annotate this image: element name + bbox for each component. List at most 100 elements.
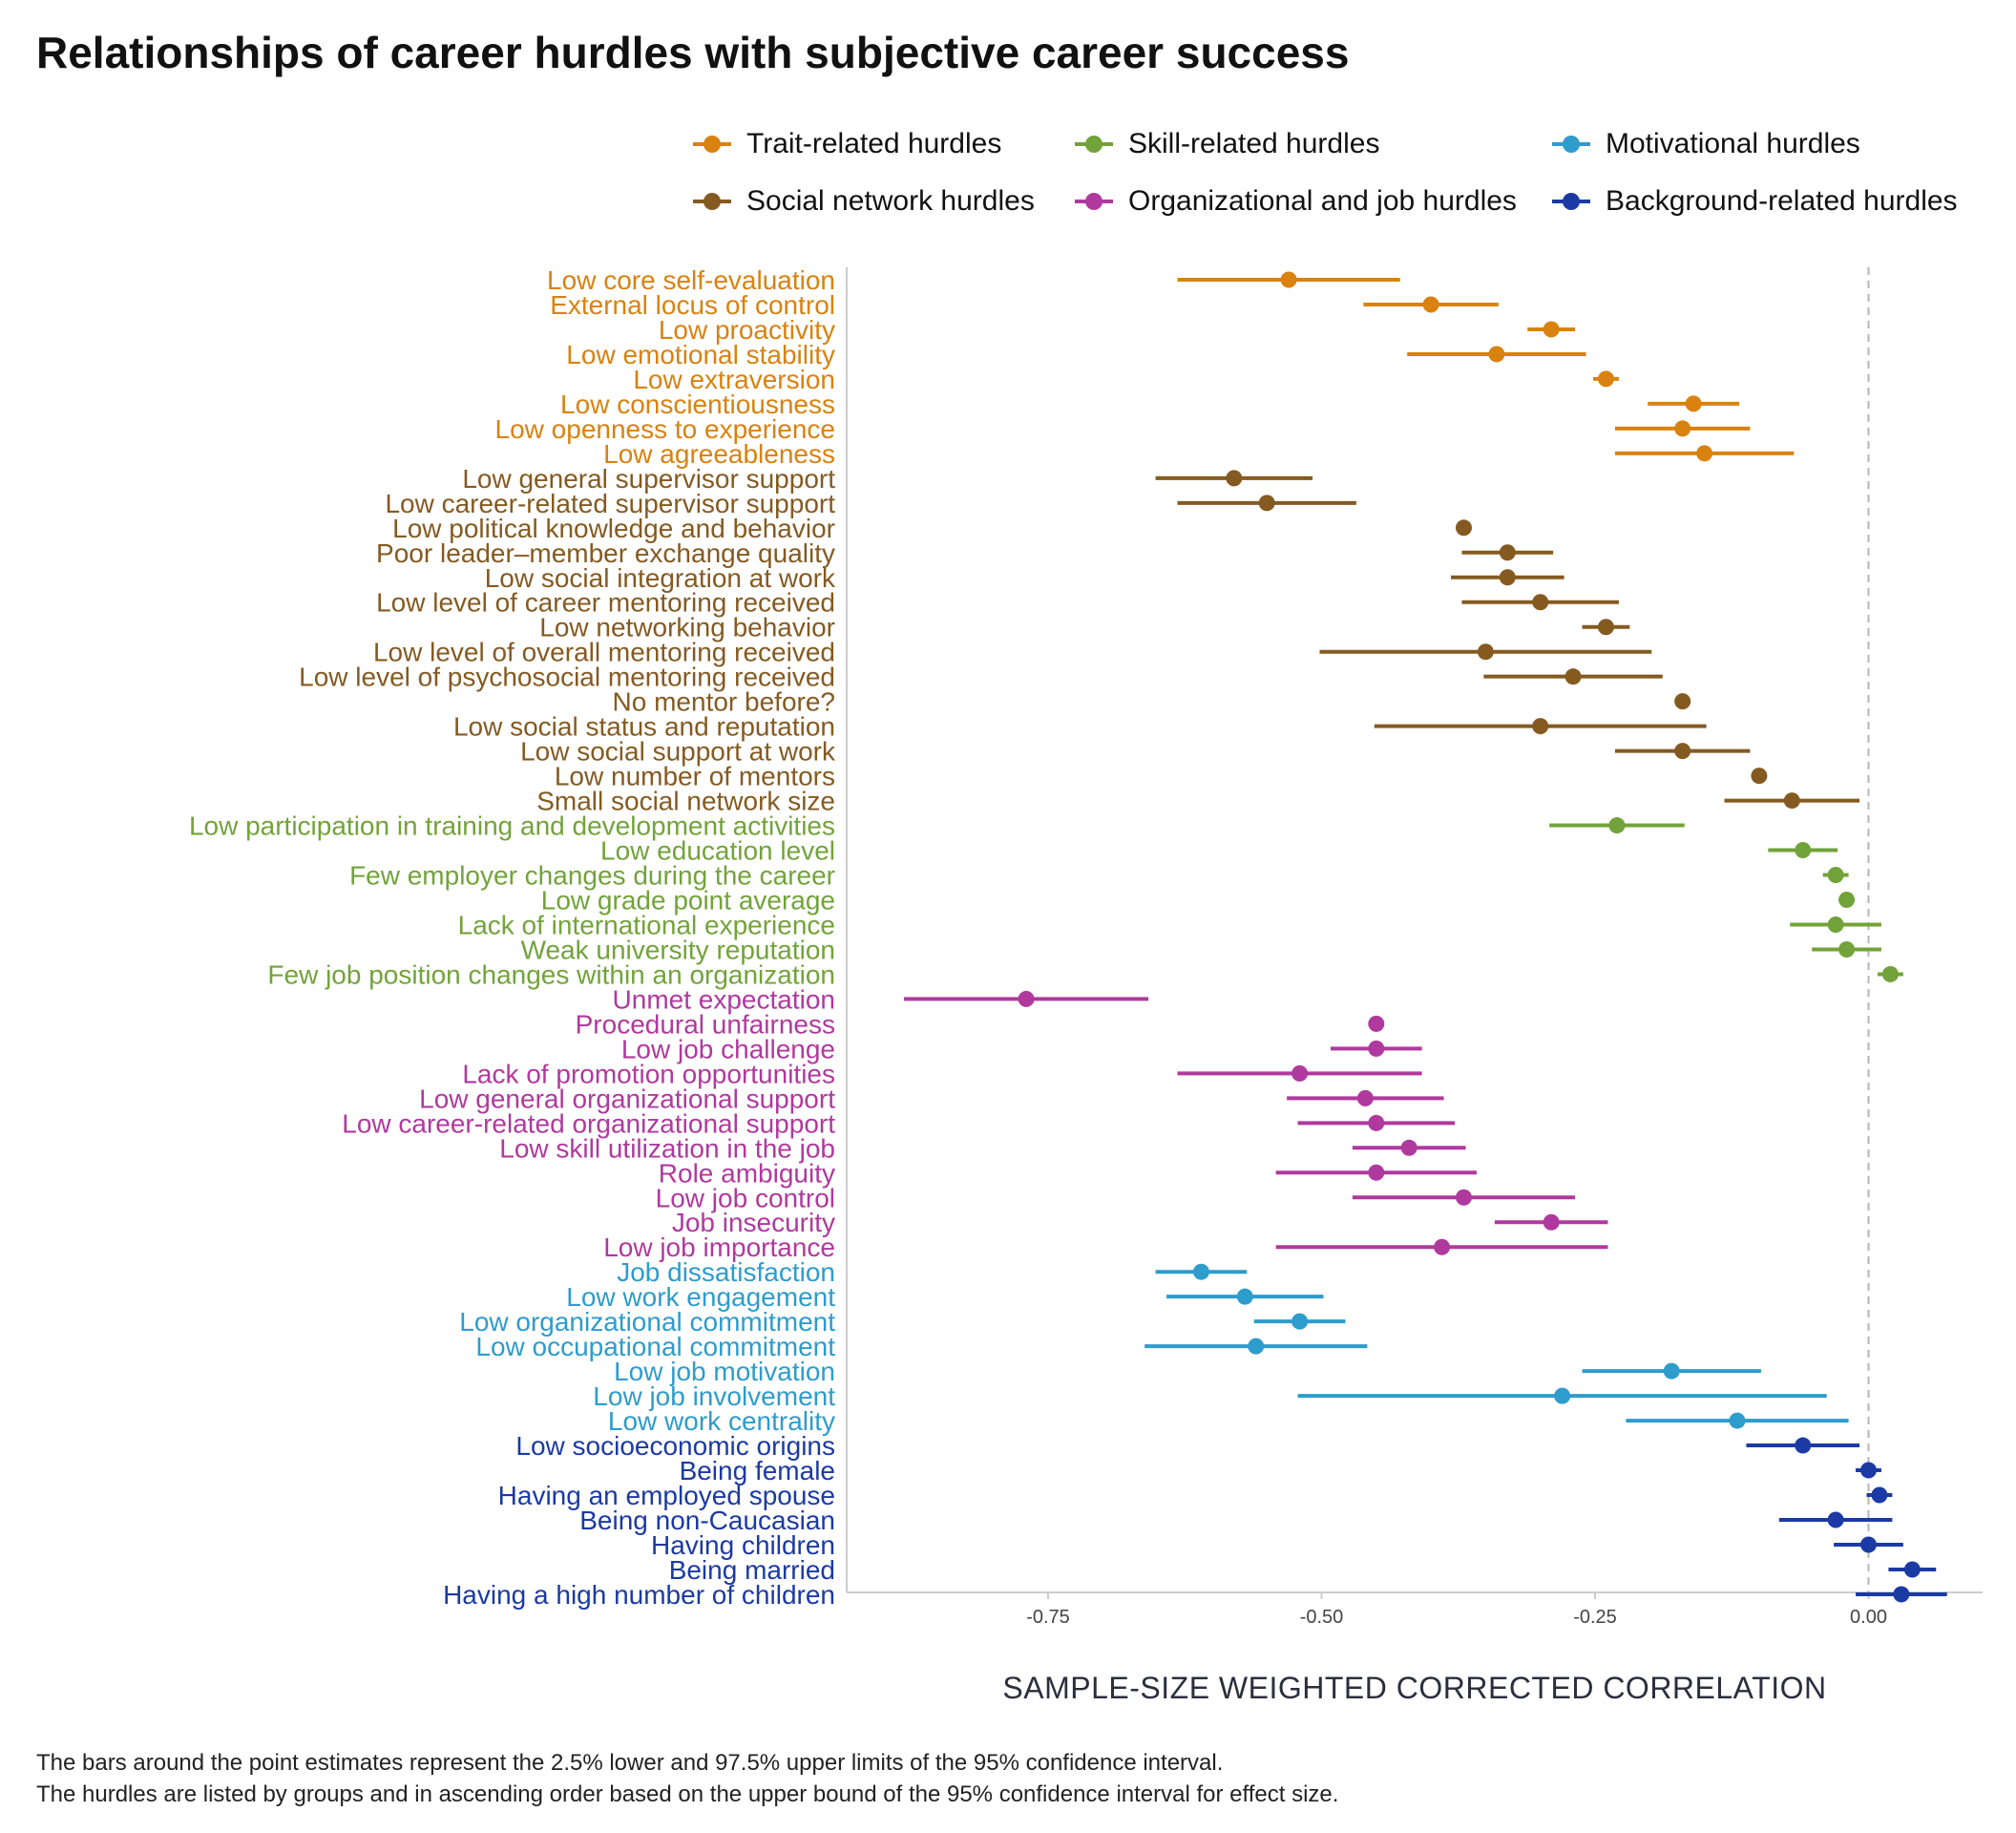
caption-line-1: The bars around the point estimates repr… [36, 1750, 1224, 1776]
y-tick-label: Low proactivity [659, 315, 835, 345]
y-tick-label: Low organizational commitment [459, 1307, 835, 1337]
y-tick-label: Being married [669, 1555, 835, 1585]
point-low-job-control [1455, 1189, 1472, 1206]
x-tick-label: -0.75 [1026, 1607, 1070, 1628]
point-low-conscientiousness [1685, 395, 1702, 412]
point-low-networking-behavior [1597, 619, 1614, 636]
point-low-proactivity [1543, 321, 1560, 338]
point-low-level-of-career-mentoring-received [1532, 594, 1549, 611]
x-tick-label: -0.50 [1300, 1607, 1344, 1628]
point-low-job-challenge [1368, 1040, 1385, 1057]
y-tick-label: Poor leader–member exchange quality [376, 538, 835, 568]
point-low-general-supervisor-support [1226, 470, 1243, 487]
y-tick-label: Job insecurity [672, 1208, 835, 1237]
y-tick-label: Low work centrality [608, 1406, 835, 1436]
legend-label: Background-related hurdles [1606, 185, 1958, 217]
point-being-non-caucasian [1827, 1511, 1844, 1528]
y-tick-label: Low skill utilization in the job [499, 1133, 835, 1163]
x-tick-label: 0.00 [1850, 1607, 1887, 1628]
forest-plot: -0.75 -0.50 -0.25 0.00 Low core self-evaluat… [189, 265, 1983, 1628]
y-tick-label: Low socioeconomic origins [515, 1431, 835, 1461]
point-small-social-network-size [1783, 792, 1800, 810]
chart-title: Relationships of career hurdles with sub… [36, 28, 1350, 77]
y-tick-label: Low social integration at work [485, 563, 836, 593]
point-low-grade-point-average [1838, 892, 1856, 908]
legend-label: Motivational hurdles [1606, 128, 1860, 159]
point-low-skill-utilization-in-the-job [1400, 1139, 1418, 1156]
y-tick-label: Low occupational commitment [475, 1332, 835, 1361]
legend-item-skill-related-hurdles: Skill-related hurdles [1073, 125, 1379, 163]
point-low-number-of-mentors [1751, 768, 1768, 785]
point-low-emotional-stability [1488, 346, 1505, 363]
y-tick-label: Low career-related supervisor support [385, 489, 835, 518]
legend-item-social-network-hurdles: Social network hurdles [691, 182, 1035, 221]
point-low-social-status-and-reputation [1532, 718, 1549, 735]
y-tick-label: Having children [651, 1530, 835, 1560]
y-tick-label: Low job control [656, 1183, 835, 1212]
legend-key [1075, 136, 1113, 153]
y-tick-label: Being non-Caucasian [579, 1506, 835, 1535]
point-having-an-employed-spouse [1871, 1486, 1888, 1504]
point-unmet-expectation [1018, 990, 1035, 1007]
legend-label: Trait-related hurdles [746, 128, 1002, 159]
point-low-education-level [1795, 842, 1812, 859]
y-tick-label: Low education level [600, 836, 835, 866]
y-tick-label: Low work engagement [566, 1282, 835, 1312]
point-having-children [1860, 1536, 1877, 1553]
y-tick-label: Role ambiguity [659, 1158, 835, 1188]
point-external-locus-of-control [1422, 296, 1439, 313]
y-tick-label: Low core self-evaluation [547, 265, 835, 295]
point-low-political-knowledge-and-behavior [1455, 519, 1472, 537]
y-tick-label: Low level of overall mentoring received [373, 638, 835, 667]
legend-item-motivational-hurdles: Motivational hurdles [1550, 125, 1860, 163]
point-role-ambiguity [1368, 1164, 1385, 1181]
x-axis-label: SAMPLE-SIZE WEIGHTED CORRECTED CORRELATI… [1002, 1671, 1827, 1705]
y-tick-label: Low agreeableness [603, 439, 835, 469]
y-tick-label: Low political knowledge and behavior [392, 514, 835, 543]
y-tick-label: Low openness to experience [495, 414, 835, 444]
x-tick-label: -0.25 [1573, 1607, 1617, 1628]
point-low-career-related-supervisor-support [1258, 495, 1275, 512]
point-lack-of-promotion-opportunities [1292, 1064, 1309, 1082]
caption-line-2: The hurdles are listed by groups and in … [36, 1781, 1339, 1807]
point-low-social-integration-at-work [1499, 569, 1516, 586]
legend-key [1552, 193, 1590, 210]
y-tick-label: Being female [680, 1456, 835, 1485]
point-low-general-organizational-support [1356, 1089, 1374, 1106]
legend-item-background-related-hurdles: Background-related hurdles [1550, 182, 1958, 221]
y-tick-label: Weak university reputation [521, 935, 835, 964]
y-tick-label: Job dissatisfaction [617, 1257, 835, 1287]
point-poor-leader-member-exchange-quality [1499, 544, 1516, 561]
y-tick-label: Low extraversion [633, 365, 835, 394]
point-low-level-of-overall-mentoring-received [1477, 643, 1494, 661]
point-low-socioeconomic-origins [1795, 1437, 1812, 1454]
point-low-participation-in-training-and-development-activities [1608, 817, 1626, 834]
point-low-job-motivation [1663, 1362, 1680, 1380]
point-low-organizational-commitment [1292, 1313, 1309, 1330]
y-tick-label: Lack of international experience [458, 910, 835, 939]
point-being-married [1903, 1561, 1921, 1578]
point-job-dissatisfaction [1192, 1263, 1209, 1280]
y-tick-label: Low conscientiousness [560, 390, 835, 419]
point-no-mentor-before [1674, 693, 1691, 710]
point-low-social-support-at-work [1674, 743, 1691, 760]
legend-key [693, 193, 731, 210]
legend-label: Skill-related hurdles [1128, 128, 1380, 159]
y-tick-label: Low social support at work [520, 737, 836, 767]
y-tick-label: Low level of career mentoring received [376, 588, 835, 618]
y-tick-label: Having an employed spouse [498, 1481, 835, 1510]
point-lack-of-international-experience [1827, 916, 1844, 933]
y-tick-label: Unmet expectation [613, 984, 835, 1014]
legend-key [1552, 136, 1590, 153]
legend: Trait-related hurdles Skill-related hurdl… [0, 0, 2016, 229]
point-low-extraversion [1597, 370, 1614, 388]
y-tick-label: Low career-related organizational suppor… [342, 1108, 835, 1138]
point-having-a-high-number-of-children [1893, 1586, 1910, 1603]
y-tick-label: Low level of psychosocial mentoring rece… [299, 663, 835, 692]
point-low-openness-to-experience [1674, 420, 1691, 437]
point-low-agreeableness [1696, 445, 1713, 462]
caption: The bars around the point estimates repr… [36, 1747, 1338, 1810]
point-few-employer-changes-during-the-career [1827, 867, 1844, 884]
point-low-job-importance [1434, 1238, 1451, 1255]
legend-key [1075, 193, 1113, 210]
